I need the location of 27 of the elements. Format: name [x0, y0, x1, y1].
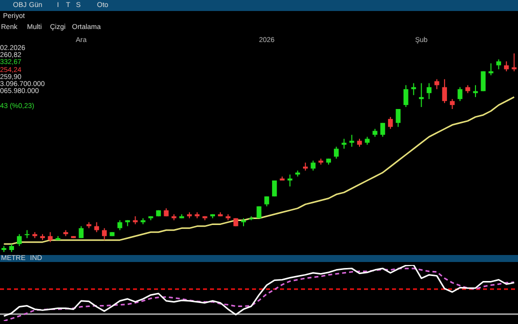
candlestick: [426, 82, 432, 100]
candlestick: [380, 122, 386, 138]
candlestick: [488, 62, 494, 76]
candlestick: [504, 60, 509, 72]
candlestick: [94, 222, 100, 233]
candlestick: [310, 160, 316, 172]
candlestick: [442, 78, 447, 104]
candlestick: [48, 232, 53, 243]
candlestick: [117, 220, 122, 231]
candlestick: [473, 84, 478, 98]
candlestick: [404, 84, 408, 108]
candlestick: [334, 146, 339, 160]
candlestick: [388, 116, 393, 130]
candlestick: [458, 86, 462, 102]
candlestick: [434, 78, 440, 90]
candlestick: [288, 174, 292, 187]
candlestick: [342, 138, 346, 150]
candlestick: [496, 58, 502, 70]
candlestick: [396, 108, 401, 128]
candlestick: [411, 82, 416, 96]
candlestick: [512, 52, 517, 72]
candlestick: [418, 82, 424, 108]
candlestick: [450, 98, 455, 110]
candlestick: [102, 228, 107, 241]
candlestick: [16, 234, 22, 247]
candlestick: [272, 180, 277, 197]
candlestick: [349, 134, 354, 148]
